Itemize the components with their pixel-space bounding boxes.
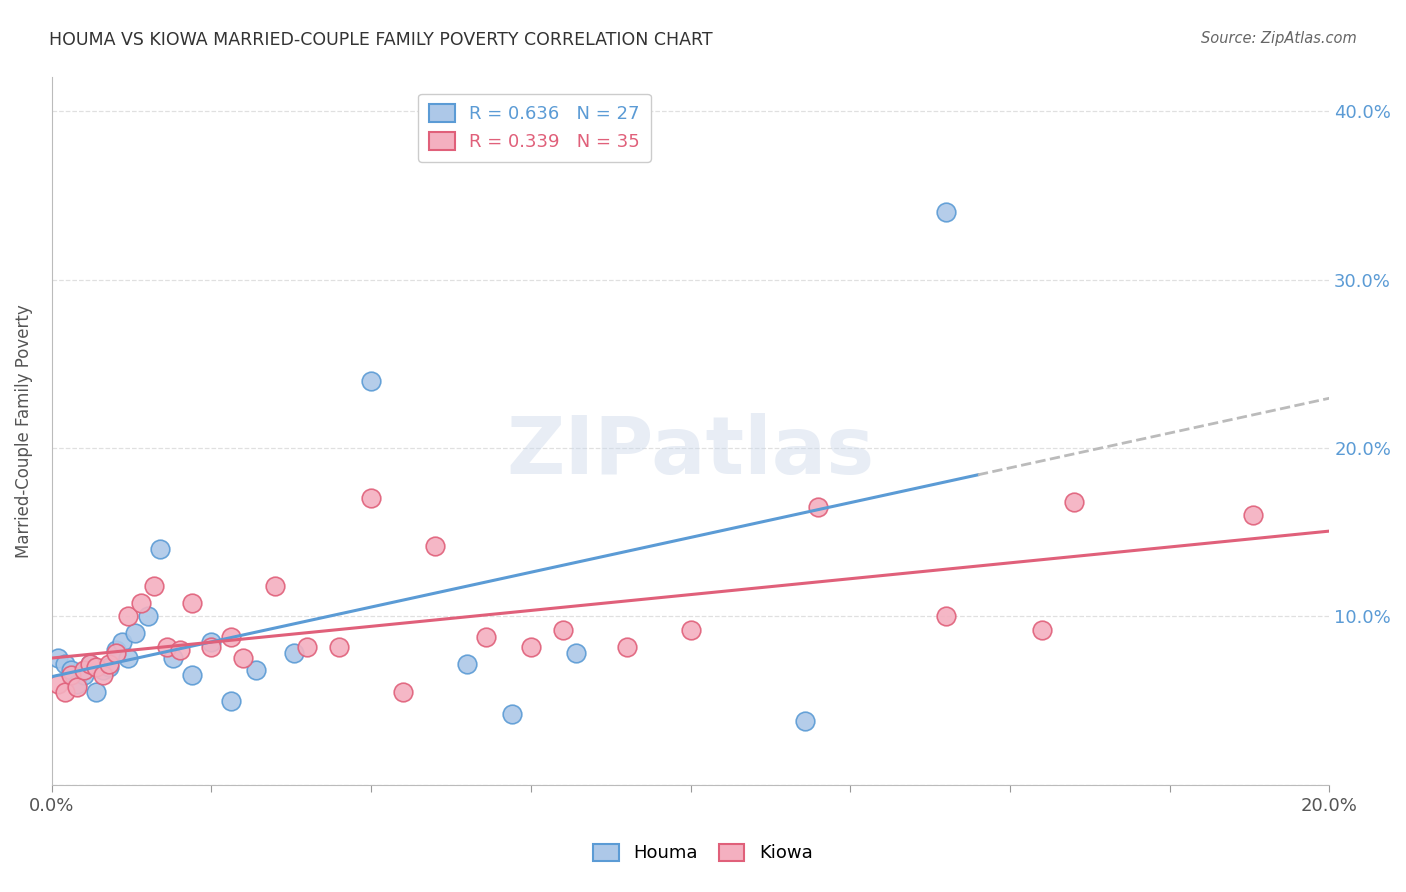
- Legend: R = 0.636   N = 27, R = 0.339   N = 35: R = 0.636 N = 27, R = 0.339 N = 35: [419, 94, 651, 161]
- Point: [104, 647, 127, 661]
- Point: [59, 663, 82, 677]
- Point: [66, 680, 89, 694]
- Point: [219, 630, 242, 644]
- Point: [59, 668, 82, 682]
- Point: [551, 623, 574, 637]
- Point: [73, 663, 96, 677]
- Point: [360, 491, 382, 506]
- Point: [86, 660, 108, 674]
- Point: [807, 500, 830, 514]
- Point: [501, 706, 523, 721]
- Legend: Houma, Kiowa: Houma, Kiowa: [586, 837, 820, 870]
- Point: [181, 668, 204, 682]
- Point: [219, 693, 242, 707]
- Point: [162, 651, 184, 665]
- Point: [360, 374, 382, 388]
- Point: [181, 596, 204, 610]
- Point: [142, 579, 165, 593]
- Point: [46, 676, 69, 690]
- Point: [794, 714, 817, 728]
- Point: [73, 668, 96, 682]
- Point: [679, 623, 702, 637]
- Point: [200, 640, 222, 654]
- Point: [117, 609, 139, 624]
- Point: [156, 640, 179, 654]
- Point: [1063, 495, 1085, 509]
- Point: [564, 647, 586, 661]
- Point: [86, 685, 108, 699]
- Point: [98, 660, 121, 674]
- Point: [200, 634, 222, 648]
- Point: [91, 668, 114, 682]
- Point: [935, 205, 957, 219]
- Text: HOUMA VS KIOWA MARRIED-COUPLE FAMILY POVERTY CORRELATION CHART: HOUMA VS KIOWA MARRIED-COUPLE FAMILY POV…: [49, 31, 713, 49]
- Point: [53, 685, 76, 699]
- Point: [456, 657, 478, 671]
- Point: [283, 647, 305, 661]
- Point: [117, 651, 139, 665]
- Point: [935, 609, 957, 624]
- Point: [124, 626, 146, 640]
- Point: [129, 596, 152, 610]
- Point: [264, 579, 287, 593]
- Y-axis label: Married-Couple Family Poverty: Married-Couple Family Poverty: [15, 304, 32, 558]
- Point: [245, 663, 267, 677]
- Point: [616, 640, 638, 654]
- Point: [232, 651, 254, 665]
- Point: [91, 663, 114, 677]
- Point: [149, 541, 172, 556]
- Point: [1031, 623, 1053, 637]
- Point: [169, 643, 191, 657]
- Point: [104, 643, 127, 657]
- Point: [79, 657, 101, 671]
- Point: [297, 640, 319, 654]
- Point: [423, 539, 446, 553]
- Point: [111, 634, 134, 648]
- Point: [475, 630, 498, 644]
- Text: Source: ZipAtlas.com: Source: ZipAtlas.com: [1201, 31, 1357, 46]
- Text: ZIPatlas: ZIPatlas: [506, 413, 875, 491]
- Point: [46, 651, 69, 665]
- Point: [520, 640, 543, 654]
- Point: [66, 676, 89, 690]
- Point: [79, 657, 101, 671]
- Point: [328, 640, 350, 654]
- Point: [1241, 508, 1264, 523]
- Point: [136, 609, 159, 624]
- Point: [98, 657, 121, 671]
- Point: [53, 657, 76, 671]
- Point: [392, 685, 415, 699]
